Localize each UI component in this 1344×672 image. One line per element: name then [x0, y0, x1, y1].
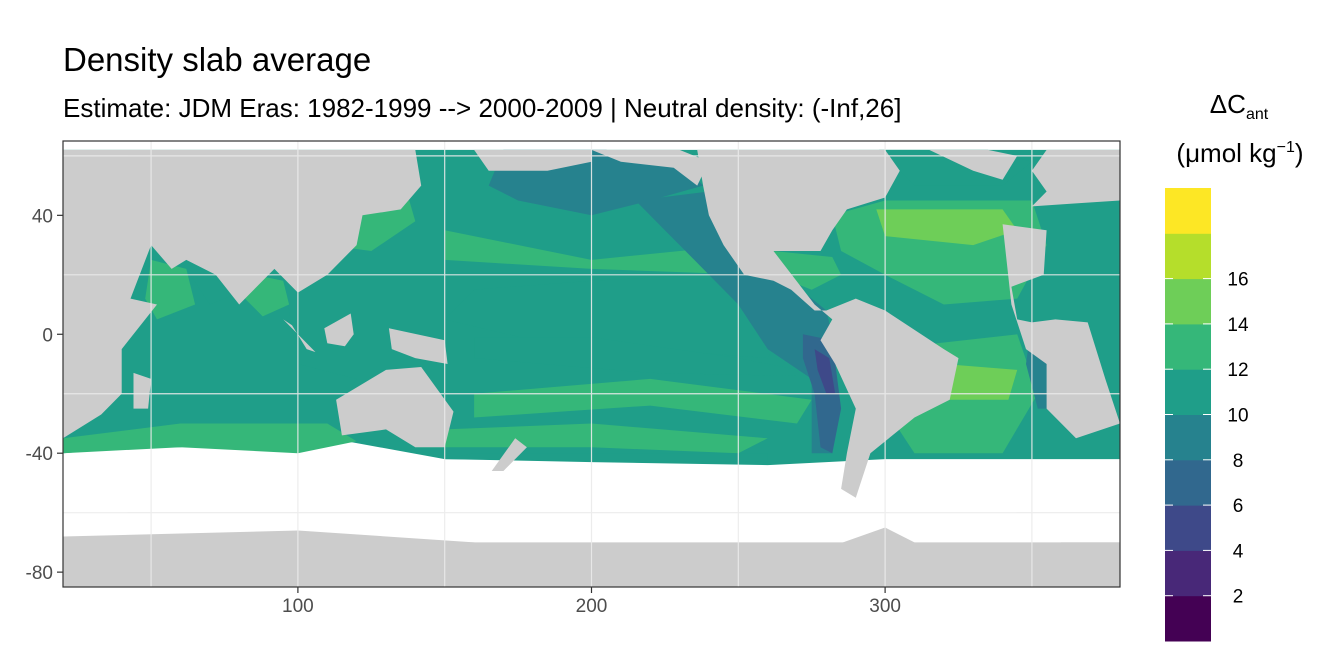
legend: ΔCant (μmol kg−1) 2 4 6 8 10 12 14 16 [1165, 89, 1304, 642]
legend-break-label: 10 [1227, 406, 1248, 427]
grid [63, 141, 1120, 587]
land-mass-12 [324, 313, 354, 347]
legend-title-subscript: ant [1246, 106, 1269, 123]
legend-swatch [1165, 459, 1211, 506]
legend-units-close: ) [1295, 138, 1304, 168]
peru-upwelling-inner [814, 349, 836, 394]
y-tick-label: 40 [32, 206, 53, 227]
land-mass-9 [133, 372, 152, 409]
land-mass-11 [283, 319, 316, 353]
legend-break-label: 14 [1227, 315, 1249, 336]
legend-swatch [1165, 505, 1211, 551]
legend-break-label: 4 [1233, 541, 1244, 562]
legend-title: ΔCant [1210, 89, 1269, 123]
legend-swatch [1165, 369, 1211, 415]
legend-swatch [1165, 550, 1211, 597]
pacific-band-north [444, 230, 753, 275]
na-gyre-core [876, 209, 1018, 246]
legend-units-main: (μmol kg [1176, 138, 1276, 168]
legend-break-label: 2 [1233, 587, 1244, 608]
x-tick-label: 100 [282, 596, 314, 617]
legend-swatch [1165, 233, 1211, 280]
chart-subtitle: Estimate: JDM Eras: 1982-1999 --> 2000-2… [63, 93, 902, 123]
legend-title-symbol: ΔC [1210, 89, 1246, 119]
map-layers [63, 141, 1120, 587]
pacific-band-e [474, 337, 797, 376]
y-tick-label: -80 [26, 563, 53, 584]
legend-swatch [1165, 188, 1211, 234]
legend-swatch [1165, 595, 1211, 642]
y-tick-label: -40 [26, 444, 53, 465]
legend-break-label: 6 [1233, 496, 1244, 517]
legend-swatch [1165, 414, 1211, 461]
pacific-band-s3 [444, 453, 768, 463]
sa-gyre-core [943, 364, 1018, 400]
land-mass-0 [63, 149, 422, 439]
land-mass-6 [929, 149, 1018, 180]
land-mass-8 [1031, 149, 1120, 207]
land-mass-10 [388, 328, 448, 364]
chart-title: Density slab average [63, 41, 372, 78]
legend-units-exp: −1 [1277, 139, 1295, 156]
land-mass-3 [474, 149, 592, 171]
legend-break-label: 12 [1227, 360, 1248, 381]
legend-swatch [1165, 323, 1211, 370]
land-mass-2 [491, 438, 527, 471]
land-mass-1 [336, 367, 454, 448]
legend-break-label: 8 [1233, 451, 1244, 472]
map-panel [62, 140, 1121, 588]
land-mass-4 [591, 149, 709, 186]
pacific-band-south [474, 378, 812, 424]
legend-break-label: 16 [1227, 270, 1248, 291]
land-mass-5 [697, 149, 959, 498]
y-tick-label: 0 [42, 325, 53, 346]
indian-south-band [63, 423, 357, 454]
land-mass-14 [63, 527, 1120, 567]
x-tick-label: 300 [869, 596, 901, 617]
x-tick-label: 200 [576, 596, 608, 617]
legend-swatch [1165, 278, 1211, 325]
legend-units: (μmol kg−1) [1176, 138, 1303, 168]
